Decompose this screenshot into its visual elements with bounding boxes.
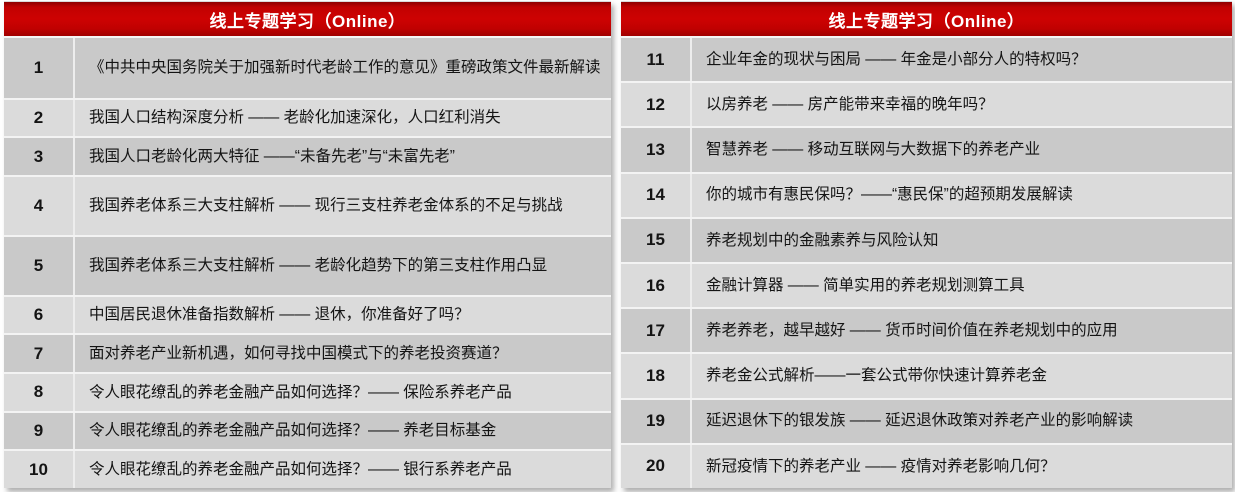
- row-title: 我国养老体系三大支柱解析 —— 老龄化趋势下的第三支柱作用凸显: [89, 257, 548, 274]
- table-row: 3 我国人口老龄化两大特征 ——“未备先老”与“未富先老”: [4, 136, 611, 176]
- row-title: 养老养老，越早越好 —— 货币时间价值在养老规划中的应用: [706, 321, 1118, 339]
- table-row: 5 我国养老体系三大支柱解析 —— 老龄化趋势下的第三支柱作用凸显: [4, 234, 611, 295]
- table-row: 13 智慧养老 —— 移动互联网与大数据下的养老产业: [621, 126, 1232, 172]
- row-title: 金融计算器 —— 简单实用的养老规划测算工具: [706, 276, 1025, 294]
- row-title: 中国居民退休准备指数解析 —— 退休，你准备好了吗？: [89, 306, 470, 324]
- table-row: 20 新冠疫情下的养老产业 —— 疫情对养老影响几何？: [621, 442, 1232, 489]
- table-header-right: 线上专题学习（Online）: [621, 1, 1232, 38]
- row-title: 你的城市有惠民保吗？——“惠民保”的超预期发展解读: [706, 186, 1073, 204]
- row-number: 12: [621, 83, 692, 127]
- table-row: 2 我国人口结构深度分析 —— 老龄化加速深化，人口红利消失: [4, 97, 611, 137]
- table-row: 4 我国养老体系三大支柱解析 —— 现行三支柱养老金体系的不足与挑战: [4, 175, 611, 235]
- row-title: 《中共中央国务院关于加强新时代老龄工作的意见》重磅政策文件最新解读: [89, 59, 601, 77]
- row-number: 13: [621, 128, 692, 172]
- row-number: 9: [4, 412, 75, 450]
- row-title: 我国人口老龄化两大特征 ——“未备先老”与“未富先老”: [89, 147, 455, 165]
- row-title: 我国养老体系三大支柱解析 —— 现行三支柱养老金体系的不足与挑战: [89, 197, 563, 215]
- table-row: 9 令人眼花缭乱的养老金融产品如何选择？—— 养老目标基金: [4, 410, 611, 450]
- table-body-right: 11 企业年金的现状与困局 —— 年金是小部分人的特权吗？ 12 以房养老 ——…: [621, 38, 1232, 489]
- row-title: 智慧养老 —— 移动互联网与大数据下的养老产业: [706, 141, 1041, 159]
- table-row: 18 养老金公式解析——一套公式带你快速计算养老金: [621, 352, 1232, 398]
- row-number: 17: [621, 309, 692, 353]
- row-number: 7: [4, 335, 75, 373]
- row-number: 4: [4, 177, 75, 235]
- row-number: 3: [4, 138, 75, 176]
- row-number: 14: [621, 173, 692, 217]
- table-row: 10 令人眼花缭乱的养老金融产品如何选择？—— 银行系养老产品: [4, 449, 611, 488]
- table-row: 14 你的城市有惠民保吗？——“惠民保”的超预期发展解读: [621, 171, 1232, 217]
- table-row: 1 《中共中央国务院关于加强新时代老龄工作的意见》重磅政策文件最新解读: [4, 38, 611, 98]
- table-row: 8 令人眼花缭乱的养老金融产品如何选择？—— 保险系养老产品: [4, 372, 611, 411]
- table-row: 19 延迟退休下的银发族 —— 延迟退休政策对养老产业的影响解读: [621, 397, 1232, 443]
- table-row: 17 养老养老，越早越好 —— 货币时间价值在养老规划中的应用: [621, 307, 1232, 353]
- row-title: 新冠疫情下的养老产业 —— 疫情对养老影响几何？: [706, 457, 1056, 475]
- row-title: 我国人口结构深度分析 —— 老龄化加速深化，人口红利消失: [89, 109, 501, 127]
- table-row: 15 养老规划中的金融素养与风险认知: [621, 216, 1232, 263]
- row-number: 18: [621, 354, 692, 398]
- row-title: 面对养老产业新机遇，如何寻找中国模式下的养老投资赛道？: [89, 344, 508, 362]
- row-title: 延迟退休下的银发族 —— 延迟退休政策对养老产业的影响解读: [706, 412, 1134, 430]
- row-title: 企业年金的现状与困局 —— 年金是小部分人的特权吗？: [706, 50, 1087, 68]
- row-title: 令人眼花缭乱的养老金融产品如何选择？—— 养老目标基金: [89, 422, 497, 440]
- row-title: 令人眼花缭乱的养老金融产品如何选择？—— 保险系养老产品: [89, 383, 512, 401]
- table-row: 7 面对养老产业新机遇，如何寻找中国模式下的养老投资赛道？: [4, 333, 611, 373]
- table-body-left: 1 《中共中央国务院关于加强新时代老龄工作的意见》重磅政策文件最新解读 2 我国…: [4, 38, 611, 488]
- row-title: 养老规划中的金融素养与风险认知: [706, 231, 939, 249]
- table-header-left: 线上专题学习（Online）: [4, 1, 611, 38]
- row-number: 2: [4, 99, 75, 137]
- row-number: 16: [621, 264, 692, 308]
- row-number: 15: [621, 218, 692, 263]
- row-title: 令人眼花缭乱的养老金融产品如何选择？—— 银行系养老产品: [89, 460, 512, 478]
- row-number: 1: [4, 38, 75, 98]
- table-row: 6 中国居民退休准备指数解析 —— 退休，你准备好了吗？: [4, 294, 611, 334]
- row-number: 11: [621, 38, 692, 82]
- row-number: 5: [4, 236, 75, 295]
- row-number: 6: [4, 296, 75, 334]
- row-title: 以房养老 —— 房产能带来幸福的晚年吗？: [706, 95, 994, 113]
- table-row: 16 金融计算器 —— 简单实用的养老规划测算工具: [621, 262, 1232, 308]
- online-topics-table-right: 线上专题学习（Online） 11 企业年金的现状与困局 —— 年金是小部分人的…: [621, 1, 1232, 489]
- row-number: 20: [621, 444, 692, 489]
- row-number: 8: [4, 374, 75, 411]
- table-row: 11 企业年金的现状与困局 —— 年金是小部分人的特权吗？: [621, 38, 1232, 82]
- table-row: 12 以房养老 —— 房产能带来幸福的晚年吗？: [621, 81, 1232, 127]
- row-number: 10: [4, 451, 75, 488]
- online-topics-table-left: 线上专题学习（Online） 1 《中共中央国务院关于加强新时代老龄工作的意见》…: [4, 1, 611, 488]
- row-title: 养老金公式解析——一套公式带你快速计算养老金: [706, 367, 1048, 385]
- row-number: 19: [621, 399, 692, 443]
